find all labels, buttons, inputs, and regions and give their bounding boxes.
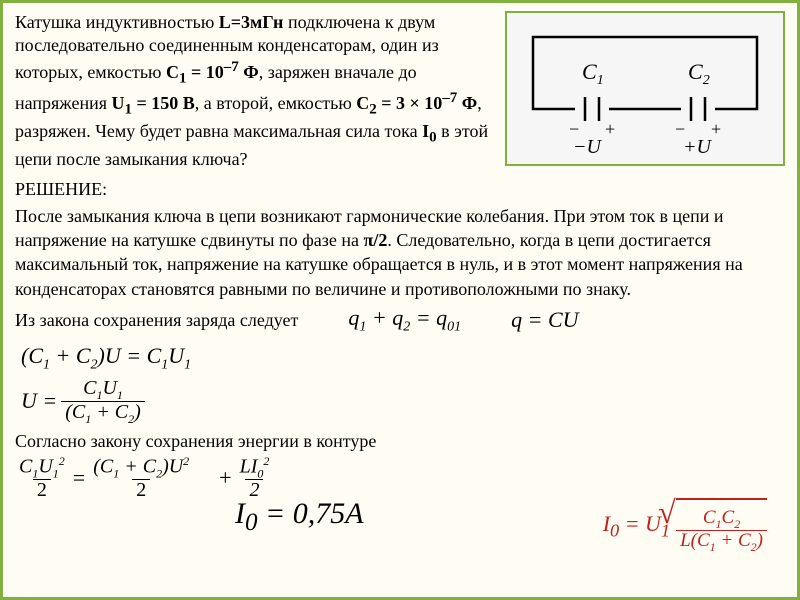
C2-sub: 2 [369,101,377,117]
C1-exp: –7 [224,59,239,75]
solution-para-1: После замыкания ключа в цепи возникают г… [15,204,785,301]
I0-sub: 0 [429,130,437,146]
U1-eq: = 150 В [132,93,195,113]
svg-text:+: + [711,119,721,139]
svg-text:+U: +U [683,136,712,158]
U1-sub: 1 [125,101,133,117]
charge-conservation-line: Из закона сохранения заряда следует q1 +… [15,303,785,337]
C2-exp: –7 [442,90,457,106]
solution-header: РЕШЕНИЕ: [15,177,785,201]
svg-text:C1: C1 [582,59,604,88]
energy-frac-1: C1U12 2 [15,455,69,501]
svg-text:+: + [605,119,615,139]
eq-qCU: q = CU [511,305,578,335]
C2-sym: C [356,93,369,113]
eq-q1q2: q1 + q2 = q01 [348,303,461,337]
L-value: L=3мГн [219,12,284,32]
energy-law-text: Согласно закону сохранения энергии в кон… [15,429,785,453]
text: Из закона сохранения заряда следует [15,308,298,332]
problem-statement: Катушка индуктивностью L=3мГн подключена… [15,11,495,171]
solution-block: РЕШЕНИЕ: После замыкания ключа в цепи во… [15,177,785,540]
top-row: Катушка индуктивностью L=3мГн подключена… [15,11,785,171]
C1-sym: C [166,62,179,82]
C1-sub: 1 [179,70,187,86]
text: , а второй, емкостью [195,93,356,113]
energy-frac-2: (C1 + C2)U2 2 [89,455,193,501]
frac-U: C1U1 (C1 + C2) [61,378,145,425]
svg-text:C2: C2 [688,59,710,88]
text: Катушка индуктивностью [15,12,219,32]
page: Катушка индуктивностью L=3мГн подключена… [0,0,800,600]
svg-text:−U: −U [573,136,602,158]
eq-U-frac: U = C1U1 (C1 + C2) [21,378,785,425]
i0-formula-red: I0 = U1 √ C1C2 L(C1 + C2) [603,498,767,553]
circuit-svg: C1 C2 − + − + −U +U [515,19,775,159]
C2-eq: = 3 × 10 [377,93,443,113]
C1-eq: = 10 [187,62,224,82]
C2-unit: Ф [457,93,477,113]
circuit-diagram: C1 C2 − + − + −U +U [505,11,785,166]
U1-sym: U [112,93,125,113]
C1-unit: Ф [239,62,259,82]
eq-c1c2u: (C1 + C2)U = C1U1 [21,341,785,375]
